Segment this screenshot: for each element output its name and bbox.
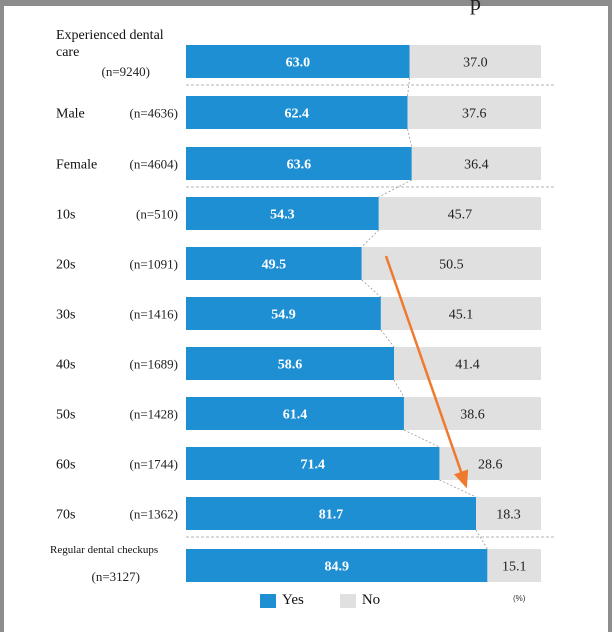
boundary-connector-4 (361, 279, 382, 298)
trend-arrow (384, 255, 469, 489)
chart-legend: Yes No (260, 592, 410, 609)
category-label-0b: care (56, 45, 79, 60)
data-label-no-8: 28.6 (478, 458, 503, 473)
n-label-9: (n=1362) (130, 507, 179, 522)
data-label-no-10: 15.1 (502, 560, 527, 575)
bar-no-9 (476, 497, 541, 530)
stacked-bar-chart: 63.0 37.0 62.4 37.6 63.6 36.4 54.3 45.7 49.5 50.5… (50, 28, 556, 584)
legend-item-no: No (339, 592, 381, 609)
category-label-10: Regular dental checkups (50, 544, 158, 556)
category-label-2: Female (56, 158, 97, 173)
bar-no-3 (378, 197, 541, 230)
legend-item-yes: Yes (260, 592, 304, 609)
category-label-6: 40s (56, 358, 75, 373)
boundary-connector-1 (407, 128, 413, 148)
category-label-1: Male (56, 107, 85, 122)
data-label-yes-5: 54.9 (271, 308, 296, 323)
data-label-no-7: 38.6 (460, 408, 485, 423)
data-label-yes-1: 62.4 (285, 107, 310, 122)
n-label-2: (n=4604) (130, 157, 179, 172)
bar-yes-9 (186, 497, 477, 530)
data-label-yes-4: 49.5 (262, 258, 287, 273)
boundary-connector-2 (378, 179, 412, 198)
bar-no-10 (487, 549, 541, 582)
category-label-4: 20s (56, 258, 75, 273)
cropped-header-text: p (470, 0, 481, 15)
n-label-5: (n=1416) (130, 307, 179, 322)
bar-no-5 (380, 297, 541, 330)
unit-label: (%) (513, 594, 526, 603)
data-label-yes-8: 71.4 (300, 458, 325, 473)
data-label-no-0: 37.0 (463, 56, 488, 71)
category-label-5: 30s (56, 308, 75, 323)
boundary-connector-3 (361, 229, 380, 248)
data-label-yes-3: 54.3 (270, 208, 295, 223)
category-label-3: 10s (56, 208, 75, 223)
bar-yes-1 (186, 96, 408, 129)
data-label-no-3: 45.7 (448, 208, 473, 223)
data-label-no-2: 36.4 (464, 158, 489, 173)
legend-label-no: No (361, 592, 381, 608)
data-label-yes-6: 58.6 (278, 358, 303, 373)
data-label-no-5: 45.1 (449, 308, 474, 323)
n-label-1: (n=4636) (130, 106, 179, 121)
bar-no-0 (409, 45, 541, 78)
boundary-connector-8 (439, 479, 477, 498)
boundary-connector-6 (393, 379, 405, 398)
category-label-8: 60s (56, 458, 75, 473)
bar-yes-10 (186, 549, 488, 582)
boundary-connector-7 (403, 429, 440, 448)
data-label-no-4: 50.5 (439, 258, 464, 273)
bar-yes-8 (186, 447, 440, 480)
data-label-no-1: 37.6 (462, 107, 487, 122)
n-label-0: (n=9240) (102, 64, 151, 79)
bar-no-7 (403, 397, 541, 430)
category-label-0a: Experienced dental (56, 28, 164, 43)
bar-yes-7 (186, 397, 404, 430)
boundary-connector-0 (407, 77, 411, 97)
data-label-no-6: 41.4 (455, 358, 480, 373)
boundary-connector-5 (380, 329, 395, 348)
legend-swatch-yes (260, 593, 276, 608)
boundary-connector-9 (475, 529, 488, 550)
legend-label-yes: Yes (282, 592, 304, 608)
n-label-10: (n=3127) (92, 569, 141, 584)
data-label-yes-7: 61.4 (283, 408, 308, 423)
category-label-9: 70s (56, 508, 75, 523)
data-label-yes-10: 84.9 (324, 560, 349, 575)
n-label-3: (n=510) (136, 207, 178, 222)
n-label-6: (n=1689) (130, 357, 179, 372)
bar-yes-2 (186, 147, 412, 180)
bar-no-1 (407, 96, 541, 129)
data-label-no-9: 18.3 (496, 508, 521, 523)
bar-yes-6 (186, 347, 395, 380)
data-label-yes-2: 63.6 (287, 158, 312, 173)
bar-yes-5 (186, 297, 381, 330)
n-label-7: (n=1428) (130, 407, 179, 422)
bar-no-2 (411, 147, 541, 180)
n-label-4: (n=1091) (130, 257, 179, 272)
data-label-yes-9: 81.7 (319, 508, 344, 523)
data-label-yes-0: 63.0 (286, 56, 311, 71)
bar-yes-0 (186, 45, 410, 78)
bar-yes-3 (186, 197, 379, 230)
bar-yes-4 (186, 247, 362, 280)
n-label-8: (n=1744) (130, 457, 179, 472)
legend-swatch-no (339, 593, 356, 608)
category-label-7: 50s (56, 408, 75, 423)
